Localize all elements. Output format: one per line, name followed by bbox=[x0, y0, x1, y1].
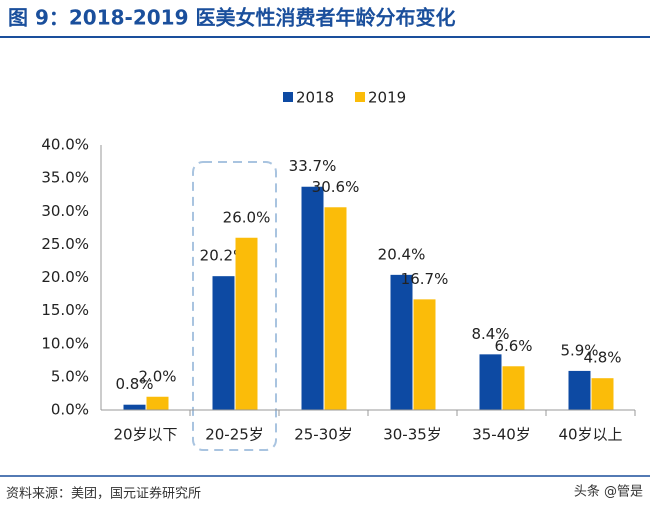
bar bbox=[568, 370, 591, 410]
legend-label: 2018 bbox=[296, 89, 334, 107]
value-label: 0.8% bbox=[115, 375, 153, 393]
highlight-box bbox=[192, 161, 277, 451]
value-label: 2.0% bbox=[138, 367, 176, 385]
chart-title: 图 9：2018-2019 医美女性消费者年龄分布变化 bbox=[8, 6, 455, 30]
x-tick-label: 25-30岁 bbox=[294, 426, 353, 444]
bar bbox=[212, 276, 235, 410]
x-tick-label: 30-35岁 bbox=[383, 426, 442, 444]
y-tick-label: 30.0% bbox=[41, 202, 89, 220]
legend-swatch bbox=[355, 92, 365, 102]
bar bbox=[390, 274, 413, 410]
value-label: 26.0% bbox=[223, 208, 271, 226]
y-tick-label: 35.0% bbox=[41, 169, 89, 187]
value-label: 20.4% bbox=[378, 245, 426, 263]
bar bbox=[146, 396, 169, 410]
y-tick-label: 25.0% bbox=[41, 235, 89, 253]
y-tick-label: 10.0% bbox=[41, 334, 89, 352]
bar bbox=[123, 404, 146, 410]
x-tick-label: 20岁以下 bbox=[113, 426, 177, 444]
bar bbox=[413, 299, 436, 410]
bar bbox=[324, 207, 347, 410]
bar bbox=[502, 366, 525, 410]
watermark: 头条 @管是 bbox=[574, 484, 643, 500]
bar bbox=[235, 237, 258, 410]
source: 资料来源：美团，国元证券研究所 bbox=[6, 486, 201, 502]
value-label: 4.8% bbox=[583, 349, 621, 367]
bar bbox=[591, 378, 614, 410]
x-tick-label: 40岁以上 bbox=[558, 426, 622, 444]
value-label: 6.6% bbox=[494, 337, 532, 355]
value-label: 20.2% bbox=[200, 247, 248, 265]
y-tick-label: 5.0% bbox=[51, 367, 89, 385]
y-tick-label: 20.0% bbox=[41, 268, 89, 286]
x-tick-label: 20-25岁 bbox=[205, 426, 264, 444]
value-label: 30.6% bbox=[312, 178, 360, 196]
bar bbox=[301, 186, 324, 410]
value-label: 33.7% bbox=[289, 157, 337, 175]
y-tick-label: 15.0% bbox=[41, 301, 89, 319]
x-tick-label: 35-40岁 bbox=[472, 426, 531, 444]
legend-label: 2019 bbox=[368, 89, 406, 107]
value-label: 16.7% bbox=[401, 270, 449, 288]
legend-swatch bbox=[283, 92, 293, 102]
y-tick-label: 40.0% bbox=[41, 136, 89, 154]
value-label: 5.9% bbox=[560, 341, 598, 359]
bar bbox=[479, 354, 502, 410]
value-label: 8.4% bbox=[471, 325, 509, 343]
y-tick-label: 0.0% bbox=[51, 401, 89, 419]
